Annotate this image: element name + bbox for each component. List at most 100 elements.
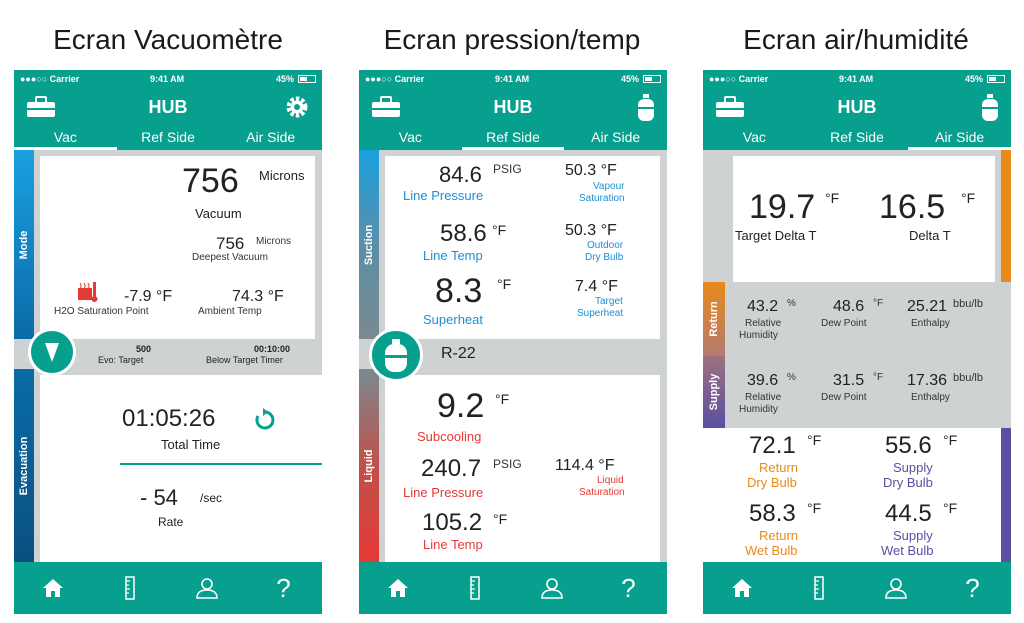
bottom-nav: ? [703, 562, 1011, 614]
tab-vac[interactable]: Vac [398, 129, 422, 145]
liq-sat-label-1: Liquid [597, 475, 624, 486]
carrier-label: ●●●○○ Carrier [365, 74, 425, 84]
total-time-value: 01:05:26 [122, 405, 216, 432]
nav-ruler[interactable] [780, 576, 857, 600]
status-bar: ●●●○○ Carrier 9:41 AM 45% [14, 70, 322, 88]
sup-wb-label-2: Wet Bulb [881, 543, 934, 558]
sup-db-value: 55.6 [885, 432, 932, 459]
suction-side-label: Suction [359, 150, 379, 339]
carrier-label: ●●●○○ Carrier [20, 74, 80, 84]
vapour-sat-label-2: Saturation [579, 193, 625, 204]
app-title: HUB [493, 97, 533, 117]
toolbox-icon[interactable] [371, 96, 401, 123]
ret-rh-label-1: Relative [745, 318, 782, 329]
ambient-label: Ambient Temp [198, 306, 262, 317]
app-title: HUB [148, 97, 188, 117]
target-sh-value: 7.4 °F [575, 278, 618, 295]
liq-pressure-unit: PSIG [493, 457, 522, 471]
bottom-nav: ? [359, 562, 667, 614]
toolbox-icon[interactable] [715, 96, 745, 123]
liq-sat-label-2: Saturation [579, 487, 625, 498]
ret-wb-value: 58.3 [749, 500, 796, 527]
nav-user[interactable] [168, 576, 245, 600]
superheat-label: Superheat [423, 312, 483, 327]
ruler-icon [813, 576, 824, 600]
nav-help[interactable]: ? [934, 573, 1011, 604]
delta-label: Delta T [909, 228, 951, 243]
tab-air-side[interactable]: Air Side [591, 129, 641, 145]
line-pressure-label: Line Pressure [403, 188, 484, 203]
tab-ref-side[interactable]: Ref Side [830, 129, 884, 145]
outdoor-db-label-2: Dry Bulb [585, 252, 624, 263]
timer-value: 00:10:00 [254, 344, 291, 354]
sup-db-label-2: Dry Bulb [883, 475, 933, 490]
tab-ref-side[interactable]: Ref Side [461, 126, 565, 150]
refrigerant-type[interactable]: R-22 [441, 345, 476, 362]
refrigerant-tank-icon[interactable] [637, 94, 655, 127]
sup-rh-label-1: Relative [745, 392, 782, 403]
line-temp-unit: °F [492, 222, 507, 238]
target-delta-unit: °F [825, 190, 840, 206]
triangle-down-icon [45, 343, 59, 362]
delta-value: 16.5 [879, 188, 946, 226]
nav-home[interactable] [703, 577, 780, 599]
battery-icon [987, 75, 1005, 83]
liq-temp-label: Line Temp [423, 537, 483, 552]
delta-card: 19.7 °F Target Delta T 16.5 °F Delta T [733, 156, 995, 282]
help-icon: ? [965, 572, 980, 603]
sup-wb-unit: °F [943, 500, 958, 516]
vacuum-value: 756 [182, 162, 239, 200]
tab-ref-side[interactable]: Ref Side [141, 129, 195, 145]
sup-rh-value: 39.6 [747, 372, 779, 389]
liquid-side-label: Liquid [359, 369, 379, 562]
liq-temp-unit: °F [493, 511, 508, 527]
app-header: HUB [703, 88, 1011, 126]
rate-label: Rate [158, 515, 184, 529]
user-icon [540, 578, 563, 599]
ret-dp-label: Dew Point [821, 318, 867, 329]
battery-label: 45% [964, 74, 983, 84]
mode-toggle-button[interactable] [28, 328, 76, 376]
status-time: 9:41 AM [839, 74, 874, 84]
timer-label: Below Target Timer [206, 355, 283, 365]
total-time-label: Total Time [161, 437, 221, 452]
tab-vac[interactable]: Vac [742, 129, 766, 145]
gear-icon[interactable] [284, 94, 310, 125]
nav-help[interactable]: ? [590, 573, 667, 604]
nav-ruler[interactable] [436, 576, 513, 600]
vacuum-unit: Microns [259, 168, 305, 183]
ruler-icon [469, 576, 480, 600]
sup-wb-label-1: Supply [893, 528, 933, 543]
tab-air-side[interactable]: Air Side [908, 126, 1011, 150]
evacuation-card: 01:05:26 Total Time - 54 /sec Rate [40, 375, 322, 562]
ret-wb-unit: °F [807, 500, 822, 516]
sup-rh-unit: % [787, 372, 796, 383]
ret-rh-value: 43.2 [747, 298, 779, 315]
nav-help[interactable]: ? [245, 573, 322, 604]
tab-bar: Vac Ref Side Air Side [703, 126, 1011, 150]
divider-line [120, 463, 322, 465]
bulb-accent-bar [1001, 428, 1011, 562]
nav-home[interactable] [359, 577, 436, 599]
mode-card: 756 Microns Vacuum 756 Microns Deepest V… [40, 156, 315, 339]
tab-bar: Vac Ref Side Air Side [14, 126, 322, 150]
evo-label: Evo: Target [98, 355, 144, 365]
nav-user[interactable] [857, 576, 934, 600]
refrigerant-tank-icon[interactable] [981, 94, 999, 127]
tab-vac[interactable]: Vac [14, 126, 117, 150]
ret-rh-label-2: Humidity [739, 330, 778, 341]
status-time: 9:41 AM [150, 74, 185, 84]
reset-icon[interactable] [254, 407, 276, 436]
deepest-value: 756 [216, 234, 245, 253]
toolbox-icon[interactable] [26, 96, 56, 123]
subcooling-label: Subcooling [417, 429, 482, 444]
sup-db-unit: °F [943, 432, 958, 448]
nav-user[interactable] [513, 576, 590, 600]
nav-ruler[interactable] [91, 576, 168, 600]
tab-air-side[interactable]: Air Side [246, 129, 296, 145]
vacuum-label: Vacuum [195, 206, 242, 221]
ret-db-label-2: Dry Bulb [747, 475, 797, 490]
ret-db-value: 72.1 [749, 432, 796, 459]
refrigerant-select-button[interactable] [369, 328, 423, 382]
nav-home[interactable] [14, 577, 91, 599]
